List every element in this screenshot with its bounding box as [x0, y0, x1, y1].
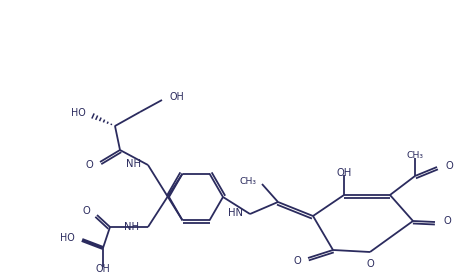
Text: HN: HN — [228, 208, 243, 218]
Text: OH: OH — [337, 168, 352, 178]
Text: O: O — [366, 259, 374, 269]
Text: O: O — [82, 206, 90, 216]
Text: O: O — [445, 161, 453, 171]
Text: OH: OH — [170, 92, 185, 102]
Text: OH: OH — [95, 264, 110, 274]
Text: HO: HO — [60, 233, 75, 243]
Text: O: O — [85, 160, 93, 170]
Text: O: O — [293, 256, 301, 266]
Text: HO: HO — [71, 108, 86, 118]
Text: NH: NH — [126, 159, 141, 169]
Text: NH: NH — [124, 222, 139, 232]
Text: O: O — [443, 216, 451, 226]
Text: CH₃: CH₃ — [407, 151, 423, 160]
Text: CH₃: CH₃ — [240, 177, 257, 186]
